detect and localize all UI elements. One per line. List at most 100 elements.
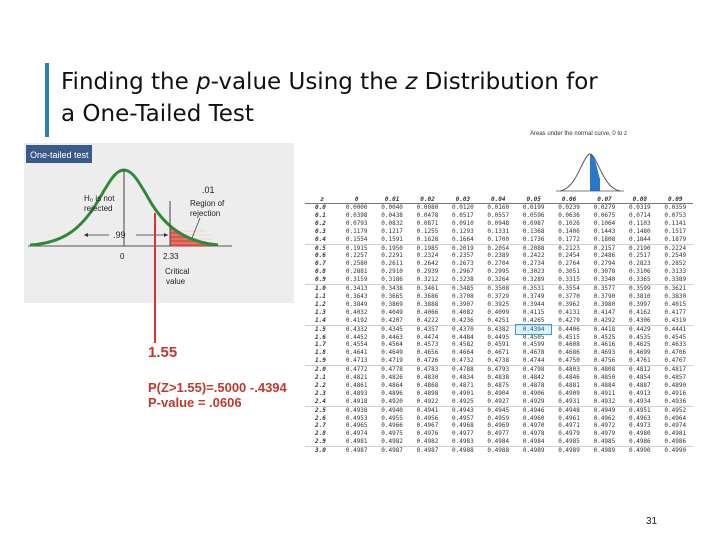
table-cell: 0.3869 [381,300,403,308]
table-cell: 0.1591 [374,235,410,245]
table-cell: 0.3438 [381,285,403,293]
table-cell: 0.1985 [416,244,439,252]
table-cell: 0.4936 [657,397,693,407]
table-cell: 0.3289 [515,276,552,286]
column-header: 0.06 [551,195,587,204]
table-cell: 0.1879 [657,235,693,245]
table-row: 1.0 0.3413 0.3438 0.3461 0.3485 0.3508 0.3531 0… [305,285,693,293]
table-cell: 0.4861 [345,381,368,389]
mini-shaded-area [590,154,600,191]
table-cell: 0.4898 [416,389,439,397]
table-cell: 0.4761 [622,357,658,367]
table-cell: 0.4955 [381,414,403,422]
table-cell: 0.4222 [409,316,446,326]
table-cell: 0.4854 [628,374,651,382]
table-cell: 0.3133 [664,268,687,276]
table-cell: 0.4535 [628,333,651,341]
table-cell: 0.4505 [522,333,545,341]
table-cell: 0.4989 [558,447,580,455]
table-cell: 0.4834 [452,374,474,382]
table-cell: 0.4406 [558,325,580,333]
probability-calculation: P(Z>1.55)=.5000 -.4394 [148,380,287,395]
z-row-label: 0.3 [315,227,326,235]
table-cell: 0.4968 [452,422,474,430]
table-cell: 0.4808 [593,366,616,374]
table-cell: 0.1064 [593,219,616,227]
table-cell: 0.3997 [628,300,651,308]
z-row-label: 2.8 [315,430,326,438]
table-cell: 0.4974 [345,430,368,438]
table-cell: 0.4788 [452,366,474,374]
table-cell: 0.3554 [558,285,580,293]
title-text-1: Finding the [61,69,197,95]
table-cell: 0.4987 [345,447,368,455]
table-cell: 0.4738 [480,357,516,367]
table-cell: 0.4744 [515,357,552,367]
table-row: 2.8 0.4974 0.4975 0.4976 0.4977 0.4977 0.4978 0… [305,430,693,438]
table-cell: 0.4988 [452,447,474,455]
table-cell: 0.4966 [381,422,403,430]
table-cell: 0.1554 [339,235,375,245]
table-row: 1.8 0.4641 0.4649 0.4656 0.4664 0.4671 0.4678 0… [305,349,693,357]
table-cell: 0.4911 [593,389,616,397]
table-cell: 0.0000 [345,204,368,211]
table-cell: 0.4934 [622,397,658,407]
table-cell: 0.4987 [416,447,439,455]
table-cell: 0.4821 [345,374,368,382]
table-cell: 0.0832 [381,219,403,227]
table-cell: 0.3078 [593,268,616,276]
table-cell: 0.4554 [345,341,368,349]
table-cell: 0.4319 [657,316,693,326]
z-row-label: 1.5 [315,325,326,333]
table-cell: 0.4972 [593,422,616,430]
table-cell: 0.0871 [416,219,439,227]
table-cell: 0.4713 [339,357,375,367]
z-row-label: 1.9 [305,357,340,367]
table-cell: 0.4812 [628,366,651,374]
table-row: 1.2 0.3849 0.3869 0.3888 0.3907 0.3925 0.3944 0… [305,301,693,309]
z-row-label: 0.9 [305,276,340,286]
table-cell: 0.4441 [664,325,687,333]
table-cell: 0.1700 [480,235,516,245]
page-number: 31 [646,516,658,527]
z-row-label: 2.7 [315,422,326,430]
table-cell: 0.0199 [522,204,545,211]
table-cell: 0.2995 [487,268,510,276]
table-cell: 0.3365 [622,276,658,286]
table-cell: 0.4671 [487,349,510,357]
table-cell: 0.4961 [558,414,580,422]
z-value-marker-extension [154,303,156,343]
table-cell: 0.1368 [522,227,545,235]
table-cell: 0.4948 [558,406,580,414]
table-cell: 0.4147 [593,308,616,316]
table-cell: 0.4887 [628,381,651,389]
table-cell: 0.4370 [452,325,474,333]
table-cell: 0.4901 [452,389,474,397]
table-cell: 0.3389 [657,276,693,286]
table-cell: 0.4664 [452,349,474,357]
table-row: 2.6 0.4953 0.4955 0.4956 0.4957 0.4959 0.4960 0… [305,415,693,423]
table-cell: 0.3686 [416,292,439,300]
mini-normal-curve [556,153,624,192]
table-cell: 0.1808 [586,235,623,245]
table-cell: 0.4982 [374,438,410,448]
table-row: 1.7 0.4554 0.4564 0.4573 0.4582 0.4591 0.4599 0… [305,341,693,349]
table-cell: 0.3315 [551,276,587,286]
table-cell: 0.4956 [416,414,439,422]
table-cell: 0.4495 [487,333,510,341]
table-row: 2.4 0.4918 0.4920 0.4922 0.4925 0.4927 0.4929 0… [305,397,693,407]
column-header: 0 [339,195,375,204]
table-row: 0.1 0.0398 0.0438 0.0478 0.0517 0.0557 0.0596 0… [305,212,693,220]
column-header: 0.09 [657,195,693,204]
z-row-label: 1.3 [315,308,326,316]
table-cell: 0.4452 [345,333,368,341]
table-row: 1.1 0.3643 0.3665 0.3686 0.3708 0.3729 0.3749 0… [305,293,693,301]
table-cell: 0.4429 [628,325,651,333]
table-cell: 0.4641 [345,349,368,357]
table-cell: 0.0517 [452,211,474,219]
z-row-label: 1.7 [315,341,326,349]
table-cell: 0.0398 [345,211,368,219]
table-cell: 0.4049 [381,308,403,316]
table-cell: 0.4946 [522,406,545,414]
z-row-label: 2.0 [315,366,326,374]
